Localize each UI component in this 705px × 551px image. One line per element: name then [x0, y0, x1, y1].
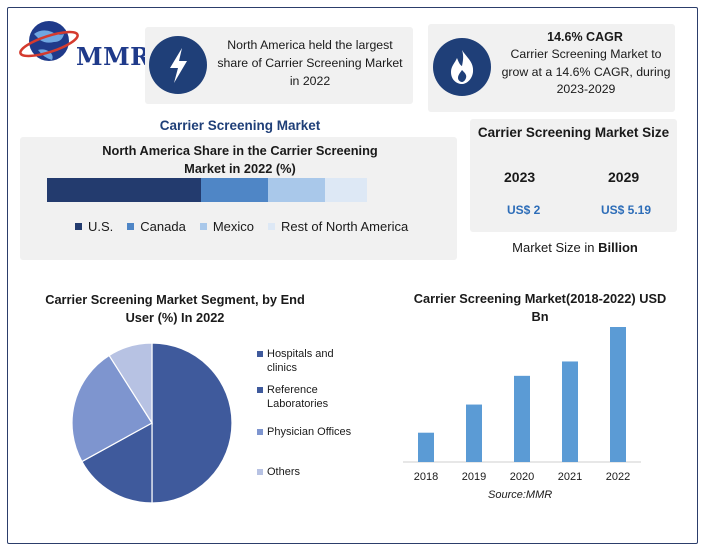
value-2029: US$ 5.19 — [601, 203, 652, 217]
legend-label: Others — [267, 466, 301, 478]
market-trend-bar-chart: 2018 2019 2020 2021 2022 — [403, 327, 641, 483]
share-chart-title: North America Share in the Carrier Scree… — [102, 143, 378, 176]
year-2029-label: 2029 — [608, 169, 640, 185]
pie-legend: Hospitals and clinics Reference Laborator… — [257, 347, 357, 479]
legend-swatch — [257, 351, 263, 357]
stacked-share-bar — [47, 178, 367, 202]
bar-2020 — [514, 375, 530, 462]
legend-swatch — [75, 223, 82, 230]
pie-slice-hospitals-and-clinics — [151, 342, 233, 504]
flame-icon — [451, 50, 474, 84]
legend-label: U.S. — [88, 219, 114, 234]
legend-swatch — [257, 387, 263, 393]
pie-chart-title: Carrier Screening Market Segment, by End… — [45, 292, 305, 325]
share-segment-mexico — [267, 178, 326, 202]
pie-slice-physician-offices — [71, 354, 153, 463]
legend-label: Physician Offices — [267, 426, 352, 438]
highlight-badge — [149, 36, 207, 94]
note-unit: Billion — [598, 240, 638, 255]
pie-legend-item: Hospitals and clinics — [257, 347, 357, 375]
lightning-bolt-icon — [170, 48, 187, 83]
highlight-badge — [433, 38, 491, 96]
bar-chart-title: Carrier Screening Market(2018-2022) USD … — [413, 291, 667, 324]
x-tick-label: 2021 — [558, 471, 582, 483]
share-legend-item: Rest of North America — [268, 219, 408, 234]
mmr-logo: MMR — [16, 16, 150, 72]
infographic-frame — [7, 7, 698, 544]
market-size-card: Carrier Screening Market Size 2023 2029 … — [470, 119, 677, 232]
bar-2022 — [610, 327, 626, 462]
x-tick-label: 2022 — [606, 471, 630, 483]
legend-swatch — [199, 223, 207, 230]
end-user-pie-chart — [71, 342, 233, 504]
pie-legend-item: Others — [257, 465, 357, 479]
share-legend: U.S. Canada Mexico Rest of North America — [75, 219, 412, 234]
legend-label: Canada — [140, 219, 186, 234]
x-tick-label: 2019 — [462, 471, 486, 483]
year-2023-label: 2023 — [504, 169, 536, 185]
market-size-note: Market Size in Billion — [490, 240, 660, 255]
note-prefix: Market Size in — [512, 240, 599, 255]
legend-label: Reference Laboratories — [267, 384, 329, 410]
logo-text: MMR — [76, 42, 151, 71]
cagr-text: Carrier Screening Market to grow at a 14… — [501, 47, 671, 96]
share-segment-canada — [200, 178, 268, 202]
bar-2021 — [562, 361, 578, 462]
share-segment-rest-of-north-america — [325, 178, 367, 202]
value-2023: US$ 2 — [507, 203, 541, 217]
source-note: Source:MMR — [488, 489, 553, 501]
pie-slice-reference-laboratories — [81, 421, 153, 504]
legend-swatch — [127, 223, 135, 230]
x-tick-label: 2018 — [414, 471, 438, 483]
share-legend-item: Canada — [127, 219, 186, 234]
globe-icon — [19, 21, 79, 61]
pie-legend-item: Reference Laboratories — [257, 383, 357, 411]
regional-share-card: North America Share in the Carrier Scree… — [20, 137, 457, 260]
x-tick-label: 2020 — [510, 471, 534, 483]
legend-label: Mexico — [212, 219, 255, 234]
bar-2019 — [466, 404, 482, 462]
pie-legend-item: Physician Offices — [257, 425, 357, 439]
region-highlight-text: North America held the largest share of … — [217, 38, 403, 88]
pie-slice-others — [108, 342, 153, 426]
legend-swatch — [268, 223, 276, 230]
section-title: Carrier Screening Market — [159, 118, 321, 133]
legend-label: Rest of North America — [281, 219, 409, 234]
legend-swatch — [257, 469, 263, 475]
cagr-title: 14.6% CAGR — [547, 30, 623, 44]
cagr-highlight-card: 14.6% CAGR Carrier Screening Market to g… — [428, 24, 675, 112]
share-legend-item: Mexico — [199, 219, 255, 234]
legend-label: Hospitals and clinics — [267, 348, 334, 374]
share-legend-item: U.S. — [75, 219, 113, 234]
region-highlight-card: North America held the largest share of … — [145, 27, 413, 104]
bar-2018 — [418, 432, 434, 462]
share-segment-u-s- — [47, 178, 201, 202]
market-size-title: Carrier Screening Market Size — [477, 125, 670, 140]
legend-swatch — [257, 429, 263, 435]
